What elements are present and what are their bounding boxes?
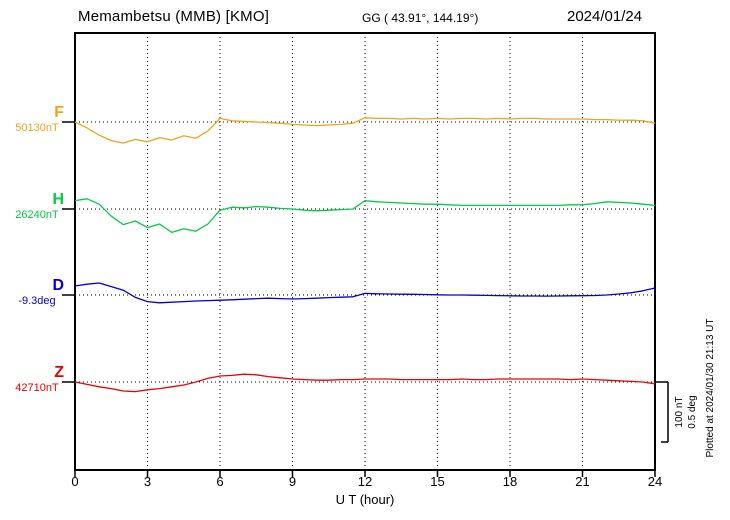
x-tick-label: 9 bbox=[288, 474, 297, 489]
scale-bar bbox=[655, 381, 669, 443]
x-tick-label: 24 bbox=[647, 474, 663, 489]
series-letter-H: H bbox=[52, 191, 64, 208]
x-tick-label: 12 bbox=[357, 474, 373, 489]
series-label-D: D -9.3deg bbox=[4, 277, 70, 307]
x-tick-label: 6 bbox=[216, 474, 224, 489]
series-baseline-H: 26240nT bbox=[15, 209, 59, 221]
plot-frame bbox=[74, 32, 656, 471]
x-tick-label: 15 bbox=[430, 474, 445, 489]
x-tick-label: 0 bbox=[71, 474, 79, 489]
series-baseline-Z: 42710nT bbox=[15, 382, 59, 394]
series-label-Z: Z 42710nT bbox=[4, 364, 70, 394]
trace-H bbox=[74, 198, 656, 234]
series-baseline-F: 50130nT bbox=[15, 122, 59, 134]
x-tick-label: 3 bbox=[143, 474, 152, 489]
scale-label-nt: 100 nT bbox=[674, 396, 685, 428]
series-label-F: F 50130nT bbox=[4, 104, 70, 134]
geographic-coordinates: GG ( 43.91°, 144.19°) bbox=[362, 11, 479, 25]
series-letter-D: D bbox=[52, 277, 64, 294]
plot-date: 2024/01/24 bbox=[567, 8, 643, 25]
series-baseline-D: -9.3deg bbox=[18, 295, 56, 307]
x-axis-ticks: 0 3 6 9 12 15 18 21 24 bbox=[0, 474, 730, 490]
x-axis-label: U T (hour) bbox=[335, 492, 395, 507]
trace-D bbox=[74, 282, 656, 304]
x-tick-label: 18 bbox=[502, 474, 518, 489]
scale-bar-labels: 100 nT 0.5 deg bbox=[673, 380, 699, 444]
series-letter-F: F bbox=[54, 104, 64, 121]
plotted-timestamp: Plotted at 2024/01/30 21:13 UT bbox=[705, 318, 716, 458]
trace-Z bbox=[74, 373, 656, 393]
series-letter-Z: Z bbox=[54, 364, 64, 381]
series-label-H: H 26240nT bbox=[4, 191, 70, 221]
scale-label-deg: 0.5 deg bbox=[687, 395, 698, 429]
station-title: Memambetsu (MMB) [KMO] bbox=[78, 8, 270, 25]
trace-F bbox=[74, 117, 656, 144]
x-tick-label: 21 bbox=[575, 474, 590, 489]
